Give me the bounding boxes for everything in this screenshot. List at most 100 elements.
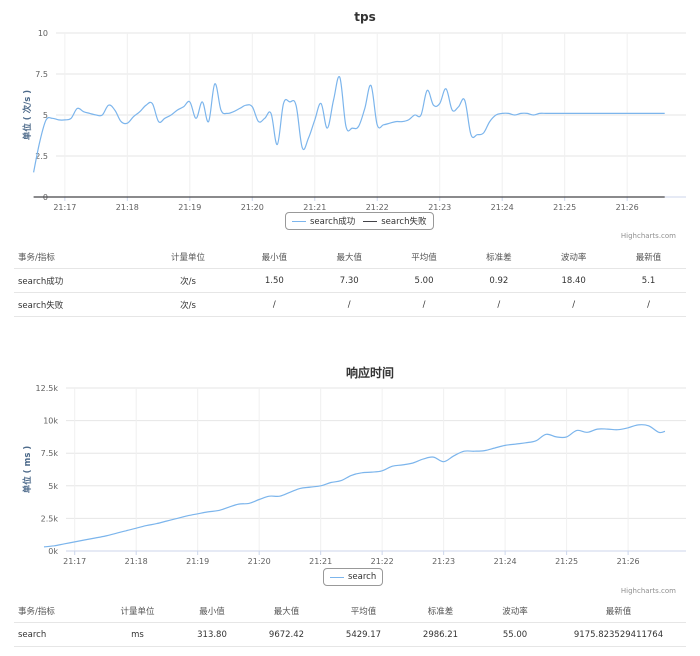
highcharts-credit[interactable]: Highcharts.com (620, 232, 676, 240)
x-tick-label: 21:22 (371, 557, 394, 566)
header-cell: 标准差 (461, 246, 537, 269)
y-tick-label: 12.5k (36, 384, 59, 393)
header-cell: 标准差 (402, 600, 479, 623)
x-tick-label: 21:25 (553, 203, 576, 212)
table-cell: 0.92 (461, 268, 537, 293)
legend-item-search-success[interactable]: search成功 (292, 215, 355, 227)
tps-legend: search成功 search失败 (285, 212, 434, 230)
y-tick-label: 7.5 (35, 70, 48, 79)
header-cell: 最大值 (311, 246, 387, 269)
legend-item-search-fail[interactable]: search失败 (363, 215, 427, 227)
table-cell: ms (99, 622, 176, 647)
x-tick-label: 21:24 (491, 203, 514, 212)
header-cell: 事务/指标 (14, 600, 99, 623)
table-cell: 55.00 (479, 622, 551, 647)
legend-label: search失败 (381, 217, 427, 227)
x-tick-label: 21:26 (617, 557, 640, 566)
table-cell: / (536, 292, 612, 317)
header-cell: 计量单位 (139, 246, 237, 269)
header-cell: 最新值 (551, 600, 686, 623)
table-cell: 9672.42 (248, 622, 325, 647)
tps-stats-table: 事务/指标 计量单位 最小值 最大值 平均值 标准差 波动率 最新值 searc… (14, 246, 686, 317)
x-tick-label: 21:17 (63, 557, 86, 566)
legend-line-icon (292, 220, 306, 222)
table-cell: 313.80 (176, 622, 248, 647)
x-tick-label: 21:20 (248, 557, 271, 566)
table-row: search失败 次/s / / / / / / (14, 292, 686, 317)
response-time-stats-table: 事务/指标 计量单位 最小值 最大值 平均值 标准差 波动率 最新值 searc… (14, 600, 686, 647)
response-time-chart: 响应时间 0k 2.5k 5k 7.5k 10k 12.5k 21:17 21:18 21:19 2… (22, 365, 686, 566)
x-tick-label: 21:26 (616, 203, 639, 212)
table-cell: / (386, 292, 462, 317)
x-tick-label: 21:20 (241, 203, 264, 212)
x-tick-label: 21:21 (303, 203, 326, 212)
table-cell: 1.50 (236, 268, 312, 293)
x-tick-label: 21:19 (186, 557, 209, 566)
legend-line-icon (330, 576, 344, 578)
table-cell: / (611, 292, 686, 317)
table-cell: search失败 (14, 292, 139, 317)
header-cell: 平均值 (325, 600, 402, 623)
y-tick-label: 2.5k (41, 514, 59, 523)
x-tick-label: 21:18 (116, 203, 139, 212)
tps-panel: tps 0 2.5 5 7.5 10 21:17 21:18 21:19 21:20 21:21 21… (0, 0, 700, 320)
series-line-0 (43, 424, 666, 548)
table-row: search成功 次/s 1.50 7.30 5.00 0.92 18.40 5… (14, 268, 686, 293)
response-time-legend: search (323, 568, 384, 586)
legend-line-icon (363, 220, 378, 222)
header-cell: 最新值 (611, 246, 686, 269)
header-cell: 计量单位 (99, 600, 176, 623)
y-tick-label: 5 (43, 111, 48, 120)
x-tick-label: 21:18 (125, 557, 148, 566)
table-cell: 18.40 (536, 268, 612, 293)
series-line-0 (33, 75, 665, 173)
chart-title: tps (354, 10, 375, 24)
table-cell: / (311, 292, 387, 317)
y-tick-label: 10k (43, 417, 58, 426)
table-cell: 9175.823529411764 (551, 622, 686, 647)
y-axis-label: 单位 ( 次/s ) (22, 90, 33, 140)
table-cell: / (461, 292, 537, 317)
header-cell: 最小值 (236, 246, 312, 269)
x-tick-label: 21:25 (555, 557, 578, 566)
header-cell: 平均值 (386, 246, 462, 269)
table-cell: search (14, 622, 99, 647)
x-tick-label: 21:17 (53, 203, 76, 212)
highcharts-credit[interactable]: Highcharts.com (620, 587, 676, 595)
y-axis-label: 单位 ( ms ) (22, 446, 33, 494)
y-tick-label: 10 (38, 29, 48, 38)
table-cell: 2986.21 (402, 622, 479, 647)
x-tick-label: 21:23 (428, 203, 451, 212)
y-tick-label: 7.5k (41, 449, 59, 458)
table-cell: 5.00 (386, 268, 462, 293)
y-tick-label: 0k (48, 547, 58, 556)
header-cell: 波动率 (536, 246, 612, 269)
table-cell: 次/s (139, 292, 237, 317)
table-cell: / (236, 292, 312, 317)
table-row: search ms 313.80 9672.42 5429.17 2986.21… (14, 622, 686, 647)
header-cell: 最小值 (176, 600, 248, 623)
header-cell: 波动率 (479, 600, 551, 623)
legend-item-search[interactable]: search (330, 572, 376, 582)
table-header-row: 事务/指标 计量单位 最小值 最大值 平均值 标准差 波动率 最新值 (14, 600, 686, 623)
x-tick-label: 21:19 (178, 203, 201, 212)
header-cell: 事务/指标 (14, 246, 139, 269)
table-cell: 7.30 (311, 268, 387, 293)
x-tick-label: 21:22 (366, 203, 389, 212)
table-cell: 5.1 (611, 268, 686, 293)
legend-label: search (348, 572, 377, 582)
x-tick-label: 21:23 (432, 557, 455, 566)
x-tick-label: 21:24 (494, 557, 517, 566)
table-header-row: 事务/指标 计量单位 最小值 最大值 平均值 标准差 波动率 最新值 (14, 246, 686, 269)
table-cell: 5429.17 (325, 622, 402, 647)
legend-label: search成功 (310, 217, 356, 227)
table-cell: 次/s (139, 268, 237, 293)
y-tick-label: 2.5 (35, 152, 48, 161)
x-tick-label: 21:21 (309, 557, 332, 566)
y-tick-label: 5k (48, 482, 58, 491)
chart-title: 响应时间 (346, 365, 394, 380)
table-cell: search成功 (14, 268, 139, 293)
response-time-panel: 响应时间 0k 2.5k 5k 7.5k 10k 12.5k 21:17 21:18 21:19 2… (0, 360, 700, 656)
header-cell: 最大值 (248, 600, 325, 623)
